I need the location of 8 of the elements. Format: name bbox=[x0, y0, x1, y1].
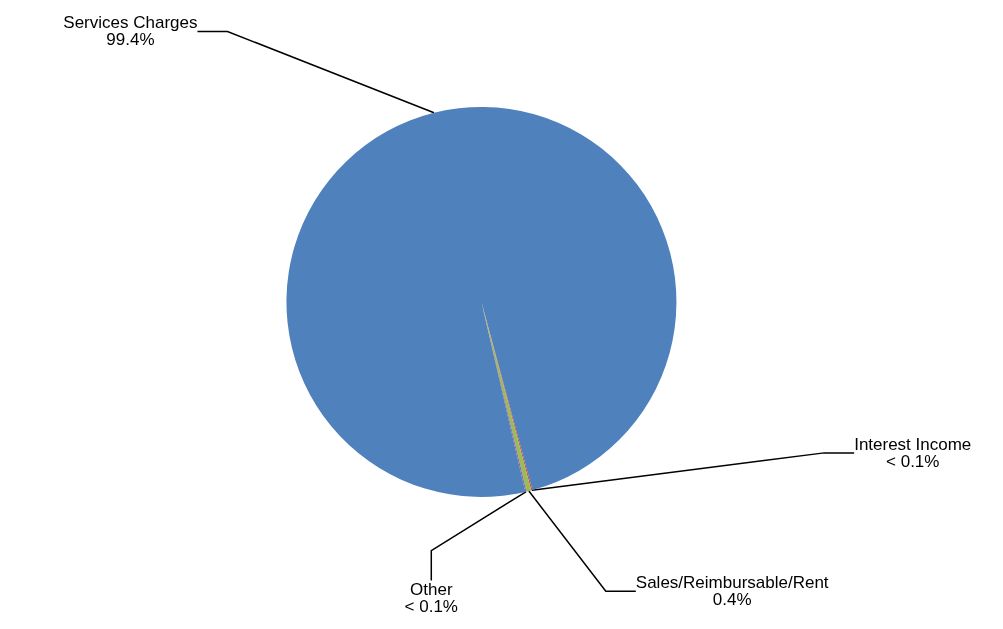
data-label: 99.4% bbox=[106, 30, 155, 50]
slice-label: Services Charges bbox=[63, 13, 198, 33]
slice-label: Interest Income bbox=[854, 434, 972, 454]
data-label: < 0.1% bbox=[404, 596, 458, 616]
data-label: 0.4% bbox=[712, 590, 752, 610]
data-label: < 0.1% bbox=[886, 451, 940, 471]
slice-label: Sales/Reimbursable/Rent bbox=[635, 573, 829, 593]
slice-label: Other bbox=[410, 579, 453, 599]
